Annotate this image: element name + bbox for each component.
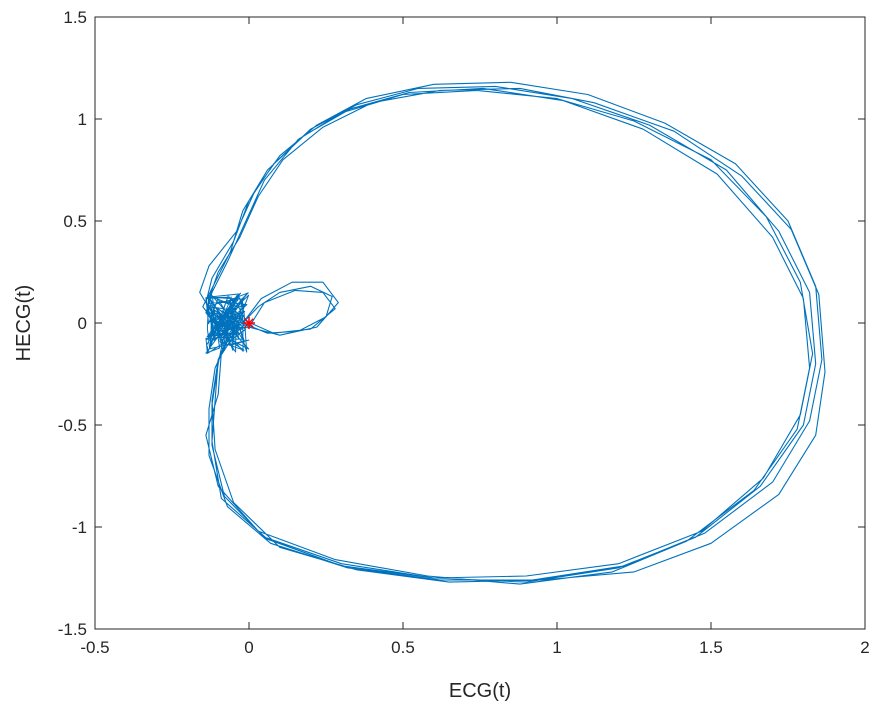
x-tick-label: -0.5 xyxy=(80,638,109,657)
trajectory-line xyxy=(199,81,826,585)
x-tick-label: 0.5 xyxy=(391,638,415,657)
y-tick-label: 0 xyxy=(78,314,87,333)
x-tick-label: 2 xyxy=(860,638,869,657)
star-stroke xyxy=(244,318,254,328)
y-tick-label: -0.5 xyxy=(58,416,87,435)
data-layer xyxy=(199,81,826,585)
y-axis-title: HECG(t) xyxy=(13,285,35,362)
inner-loop-line xyxy=(242,281,339,336)
x-ticks: -0.5 0 0.5 1 1.5 2 xyxy=(80,17,870,657)
x-tick-label: 1 xyxy=(552,638,561,657)
y-tick-label: 1 xyxy=(78,110,87,129)
x-tick-label: 0 xyxy=(244,638,253,657)
x-axis-title: ECG(t) xyxy=(449,680,511,702)
noise-cluster-line xyxy=(205,292,250,354)
y-tick-label: 1.5 xyxy=(63,8,87,27)
y-tick-label: -1.5 xyxy=(58,620,87,639)
x-tick-label: 1.5 xyxy=(699,638,723,657)
origin-star-marker xyxy=(243,317,255,329)
y-ticks: -1.5 -1 -0.5 0 0.5 1 1.5 xyxy=(58,8,865,639)
y-tick-label: -1 xyxy=(72,518,87,537)
y-tick-label: 0.5 xyxy=(63,212,87,231)
